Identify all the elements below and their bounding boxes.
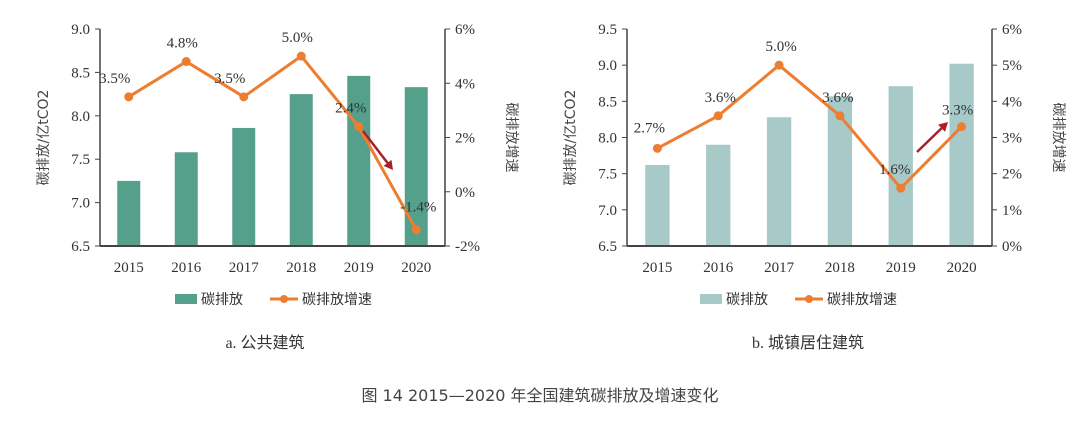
- x-tick-label-a: 2016: [171, 260, 202, 276]
- growth-point-a-2019: [354, 122, 364, 132]
- growth-label-a-2017: 3.5%: [214, 71, 245, 87]
- legend-swatch-marker-a: [280, 295, 288, 303]
- bar-b-2020: [949, 63, 974, 246]
- bar-b-2015: [645, 164, 670, 246]
- growth-point-a-2016: [181, 57, 191, 67]
- trend-arrow-shaft-a: [362, 130, 389, 164]
- y2-tick-label-a: 2%: [455, 131, 475, 147]
- y2-tick-label-b: 5%: [1002, 58, 1022, 74]
- growth-label-b-2019: 1.6%: [879, 162, 910, 178]
- growth-point-a-2018: [296, 51, 306, 61]
- bar-a-2020: [404, 87, 428, 246]
- y2-tick-label-a: 6%: [455, 22, 475, 38]
- growth-point-b-2017: [774, 60, 784, 70]
- bar-b-2019: [888, 86, 913, 246]
- growth-point-a-2015: [124, 92, 134, 102]
- bar-a-2017: [232, 127, 256, 246]
- y2-axis-title-a: 碳排放增速: [503, 103, 519, 173]
- y2-tick-label-b: 4%: [1002, 94, 1022, 110]
- y-tick-label-a: 8.5: [71, 65, 90, 81]
- y2-tick-label-a: -2%: [455, 239, 480, 255]
- bar-b-2018: [827, 96, 853, 247]
- y2-tick-label-b: 3%: [1002, 131, 1022, 147]
- y-axis-title-b: 碳排放/亿tCO2: [563, 90, 579, 186]
- legend-label-line-a: 碳排放增速: [302, 292, 372, 308]
- x-tick-label-a: 2018: [286, 260, 316, 276]
- growth-point-b-2020: [957, 122, 967, 132]
- legend-swatch-marker-b: [805, 295, 813, 303]
- figure-caption: 图 14 2015—2020 年全国建筑碳排放及增速变化: [361, 386, 719, 405]
- growth-label-b-2018: 3.6%: [822, 90, 853, 106]
- figure-svg: 6.5 7.0 7.5 8.0 8.5 9.0 -2% 0% 2% 4% 6% 2015 2016 201…: [36, 22, 1066, 352]
- growth-point-b-2018: [835, 111, 845, 121]
- y-tick-label-b: 6.5: [598, 239, 617, 255]
- y-tick-label-a: 6.5: [71, 239, 90, 255]
- legend-swatch-bar-a: [175, 294, 197, 304]
- y-tick-label-b: 8.5: [598, 94, 617, 110]
- legend-label-bar-b: 碳排放: [726, 292, 768, 308]
- y2-axis-title-b: 碳排放增速: [1050, 103, 1066, 173]
- legend-label-line-b: 碳排放增速: [827, 292, 897, 308]
- x-tick-label-b: 2018: [825, 260, 855, 276]
- y2-tick-label-a: 4%: [455, 76, 475, 92]
- x-tick-label-a: 2017: [229, 260, 260, 276]
- legend-swatch-bar-b: [700, 294, 722, 304]
- growth-label-a-2016: 4.8%: [167, 36, 198, 52]
- bar-b-2016: [706, 144, 731, 246]
- y2-tick-label-b: 1%: [1002, 203, 1022, 219]
- panel-subtitle-a: a. 公共建筑: [225, 334, 304, 352]
- growth-label-b-2015: 2.7%: [634, 120, 665, 136]
- growth-label-b-2017: 5.0%: [765, 39, 796, 55]
- y-tick-label-b: 8.0: [598, 131, 617, 147]
- growth-label-b-2020: 3.3%: [942, 103, 973, 119]
- x-tick-label-b: 2020: [947, 260, 977, 276]
- y2-tick-label-b: 0%: [1002, 239, 1022, 255]
- x-tick-label-b: 2019: [886, 260, 916, 276]
- growth-label-b-2016: 3.6%: [705, 90, 736, 106]
- growth-line-a: [127, 54, 418, 231]
- bar-a-2018: [289, 94, 313, 246]
- y-tick-label-a: 7.5: [71, 152, 90, 168]
- x-tick-label-b: 2015: [642, 260, 672, 276]
- trend-arrow-shaft-b: [916, 127, 943, 153]
- y-tick-label-a: 7.0: [71, 196, 90, 212]
- x-tick-label-b: 2016: [703, 260, 734, 276]
- x-tick-label-a: 2020: [401, 260, 431, 276]
- bar-a-2016: [174, 152, 198, 246]
- bar-b-2017: [766, 117, 792, 246]
- y-tick-label-a: 9.0: [71, 22, 90, 38]
- y-tick-label-a: 8.0: [71, 109, 90, 125]
- growth-point-b-2019: [896, 183, 906, 193]
- growth-label-a-2018: 5.0%: [282, 30, 313, 46]
- growth-point-b-2016: [713, 111, 723, 121]
- legend-label-bar-a: 碳排放: [201, 292, 243, 308]
- bar-a-2015: [117, 180, 141, 246]
- y-tick-label-b: 9.5: [598, 22, 617, 38]
- x-tick-label-a: 2015: [114, 260, 144, 276]
- growth-label-a-2015: 3.5%: [99, 71, 130, 87]
- y2-tick-label-b: 2%: [1002, 167, 1022, 183]
- y2-tick-label-a: 0%: [455, 185, 475, 201]
- y-tick-label-b: 9.0: [598, 58, 617, 74]
- growth-point-a-2017: [239, 92, 249, 102]
- y-tick-label-b: 7.0: [598, 203, 617, 219]
- x-tick-label-a: 2019: [344, 260, 374, 276]
- growth-point-b-2015: [652, 143, 662, 153]
- trend-arrow-head-b: [938, 122, 948, 132]
- trend-arrow-head-a: [383, 159, 393, 170]
- y2-tick-label-b: 6%: [1002, 22, 1022, 38]
- panel-subtitle-b: b. 城镇居住建筑: [752, 334, 864, 352]
- y-axis-title-a: 碳排放/亿tCO2: [36, 90, 52, 186]
- x-tick-label-b: 2017: [764, 260, 795, 276]
- growth-line-b: [656, 63, 963, 190]
- growth-label-a-2019: 2.4%: [335, 101, 366, 117]
- growth-point-a-2020: [411, 225, 421, 235]
- growth-label-a-2020: -1.4%: [400, 200, 436, 216]
- y-tick-label-b: 7.5: [598, 167, 617, 183]
